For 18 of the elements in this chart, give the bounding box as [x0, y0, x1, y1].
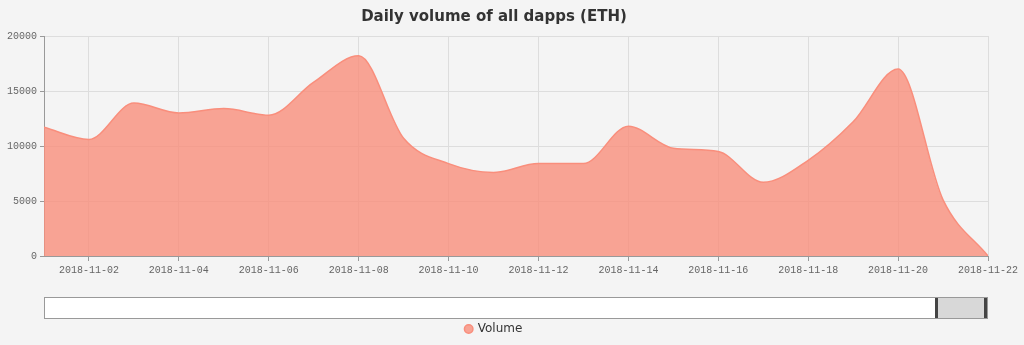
y-tick-label: 15000	[6, 85, 37, 97]
y-tick-label: 20000	[6, 30, 37, 42]
y-tick-label: 0	[30, 250, 37, 262]
chart-title: Daily volume of all dapps (ETH)	[361, 6, 627, 25]
x-tick-label: 2018-11-04	[148, 264, 209, 276]
x-tick-label: 2018-11-02	[58, 264, 119, 276]
legend-label: Volume	[477, 321, 523, 336]
x-tick-label: 2018-11-12	[508, 264, 569, 276]
x-tick-label: 2018-11-10	[418, 264, 479, 276]
x-tick-label: 2018-11-06	[238, 264, 299, 276]
x-tick-label: 2018-11-20	[868, 264, 929, 276]
y-tick-label: 5000	[12, 195, 37, 207]
x-tick-label: 2018-11-22	[957, 264, 1019, 276]
x-tick-label: 2018-11-14	[598, 264, 659, 276]
x-tick-label: 2018-11-18	[778, 264, 839, 276]
y-tick-label: 10000	[6, 140, 37, 152]
x-tick-label: 2018-11-08	[328, 264, 389, 276]
x-tick-label: 2018-11-16	[688, 264, 749, 276]
